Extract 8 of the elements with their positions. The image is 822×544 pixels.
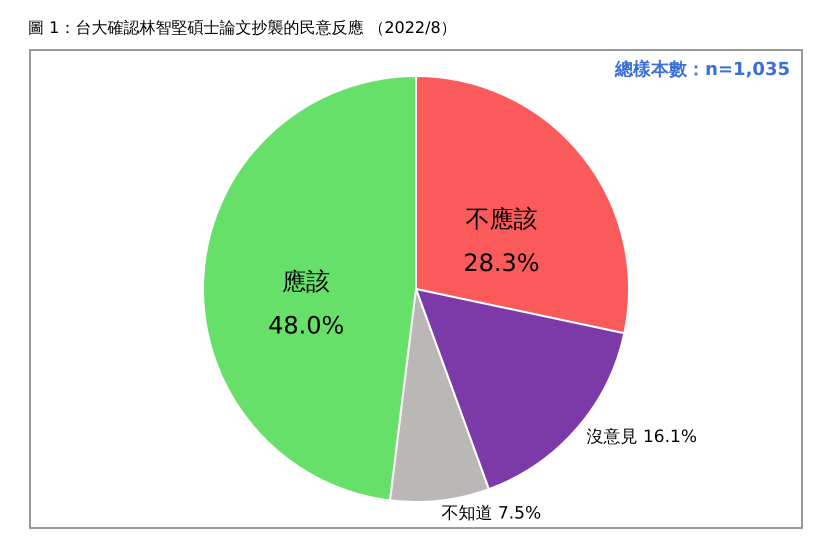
slice-label: 不應該 xyxy=(465,204,538,233)
slice-label: 應該 xyxy=(282,267,330,296)
chart-title: 圖 1：台大確認林智堅碩士論文抄襲的民意反應 （2022/8） xyxy=(28,18,457,37)
data-label: 48.0% xyxy=(268,311,344,340)
slice-label: 沒意見 16.1% xyxy=(586,427,698,448)
data-label: 28.3% xyxy=(463,248,540,277)
slice-label: 不知道 7.5% xyxy=(442,504,542,524)
text: 總樣本數：n=1,035 xyxy=(614,59,790,80)
